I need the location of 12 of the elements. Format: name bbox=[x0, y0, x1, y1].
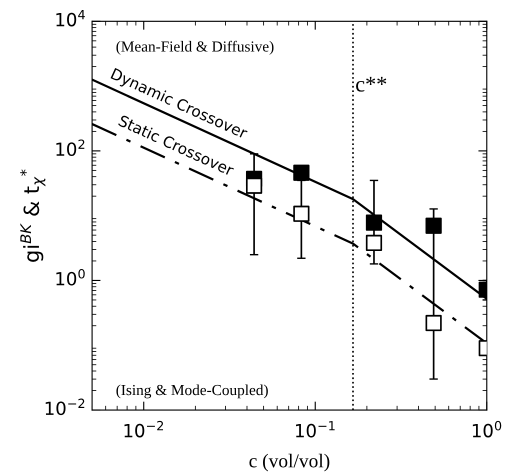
y-axis-title: gi$^{BK}$ & t$_{χ}$$^{*}$ bbox=[20, 170, 46, 262]
annotation: (Ising & Mode-Coupled) bbox=[116, 384, 268, 398]
y-tick-label: 10$^{0}$ bbox=[56, 269, 85, 286]
x-tick-label: 10$^{−1}$ bbox=[296, 421, 335, 438]
y-tick-label: 10$^{−2}$ bbox=[46, 398, 84, 416]
x-tick-label: 10$^{0}$ bbox=[472, 420, 502, 438]
ref-line-label: c** bbox=[356, 76, 386, 92]
y-tick-label: 10$^{2}$ bbox=[56, 139, 84, 156]
x-axis-title: c (vol/vol) bbox=[249, 454, 330, 472]
x-tick-label: 10$^{−2}$ bbox=[124, 420, 164, 438]
annotation: (Mean-Field & Diffusive) bbox=[116, 40, 274, 55]
y-tick-label: 10$^{4}$ bbox=[56, 10, 85, 26]
